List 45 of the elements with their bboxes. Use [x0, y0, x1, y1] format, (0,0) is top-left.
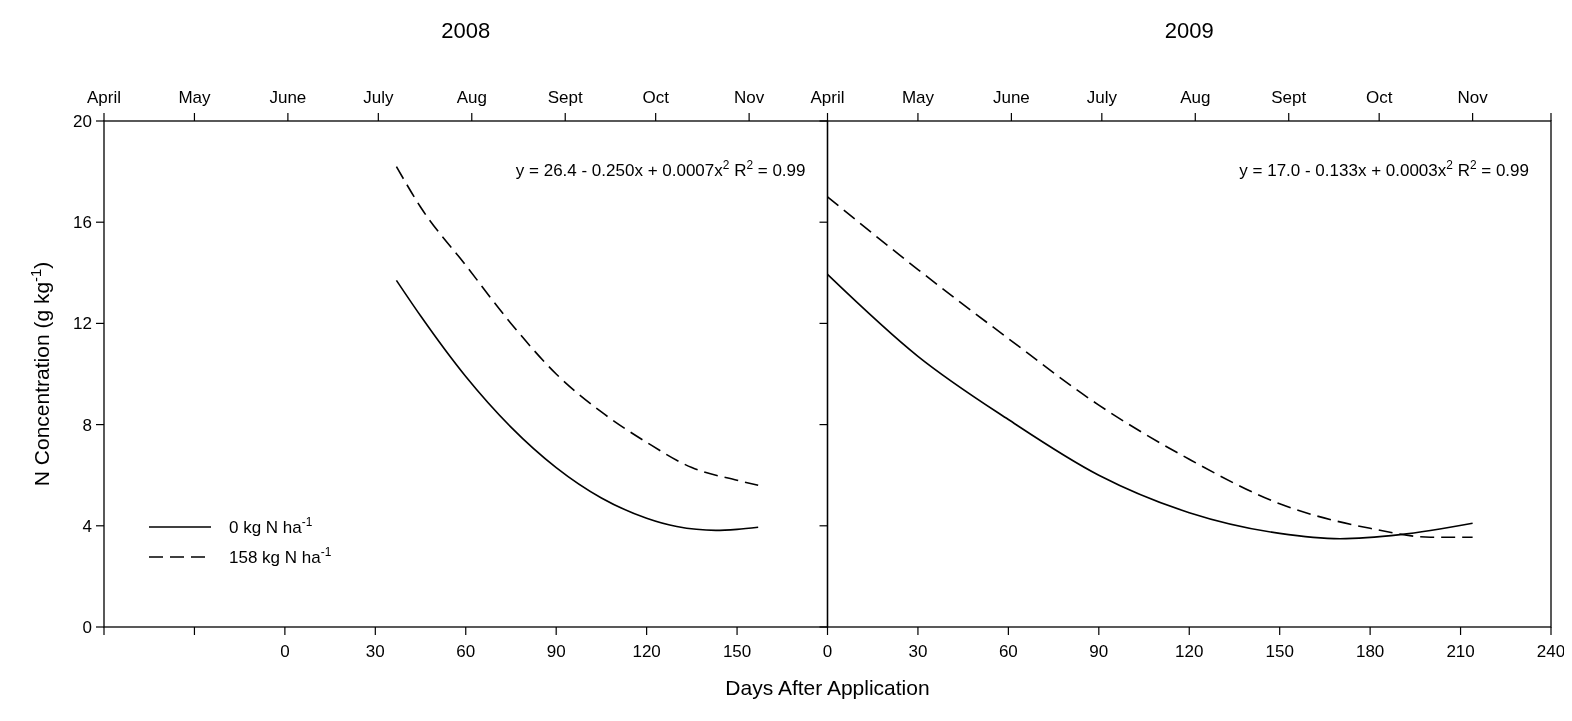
x2-tick-label: June	[992, 88, 1030, 107]
x2-tick-label: Aug	[456, 88, 487, 107]
x2-tick-label: April	[810, 88, 845, 107]
x2-tick-label: May	[178, 88, 211, 107]
x2-tick-label: June	[269, 88, 307, 107]
x2-tick-label: Sept	[1271, 88, 1307, 107]
x-tick-label: 120	[632, 642, 661, 661]
y-tick-label: 16	[73, 213, 92, 233]
x-tick-label: 0	[280, 642, 290, 661]
line-series	[395, 279, 759, 532]
y-tick-label: 0	[82, 618, 92, 637]
y-tick-label: 8	[82, 415, 92, 435]
x-tick-label: 30	[365, 642, 385, 661]
x-tick-label: 240	[1536, 642, 1566, 661]
annotation: y = 17.0 - 0.133x + 0.0003x$^{2}$ R$^{2}$ = 0.99	[1239, 158, 1529, 180]
y-tick-label: 4	[82, 516, 92, 536]
x-axis-title: Days After Application	[725, 676, 930, 699]
annotation: y = 26.4 - 0.250x + 0.0007x$^{2}$ R$^{2}$ = 0.99	[515, 158, 806, 180]
x-tick-label: 30	[908, 642, 928, 661]
x-tick-label: 90	[546, 642, 566, 661]
x-tick-label: 150	[1265, 642, 1294, 661]
x-tick-label: 120	[1175, 642, 1204, 661]
y-tick-label: 12	[73, 314, 92, 334]
x2-tick-label: July	[1086, 88, 1118, 107]
x2-tick-label: Nov	[1457, 88, 1489, 107]
x-tick-label: 180	[1355, 642, 1385, 661]
x2-tick-label: April	[86, 88, 122, 107]
x-tick-label: 210	[1446, 642, 1475, 661]
x2-tick-label: May	[901, 88, 935, 107]
x2-tick-label: Nov	[734, 88, 765, 107]
x-tick-label: 90	[1089, 642, 1109, 661]
x-tick-label: 0	[822, 642, 833, 661]
x2-tick-label: Oct	[642, 88, 670, 107]
x2-tick-label: July	[363, 88, 394, 107]
legend-label: 0 kg N ha$^{-1}$	[229, 515, 313, 537]
x2-tick-label: Sept	[547, 88, 583, 107]
y-tick-label: 20	[73, 112, 92, 131]
x-tick-label: 60	[998, 642, 1018, 661]
x-tick-label: 150	[722, 642, 752, 661]
chart-title: 2008	[441, 18, 491, 43]
legend-label: 158 kg N ha$^{-1}$	[229, 545, 332, 567]
chart-title: 2009	[1164, 18, 1214, 43]
x2-tick-label: Oct	[1365, 88, 1393, 107]
x-tick-label: 60	[456, 642, 476, 661]
x2-tick-label: Aug	[1180, 88, 1211, 107]
